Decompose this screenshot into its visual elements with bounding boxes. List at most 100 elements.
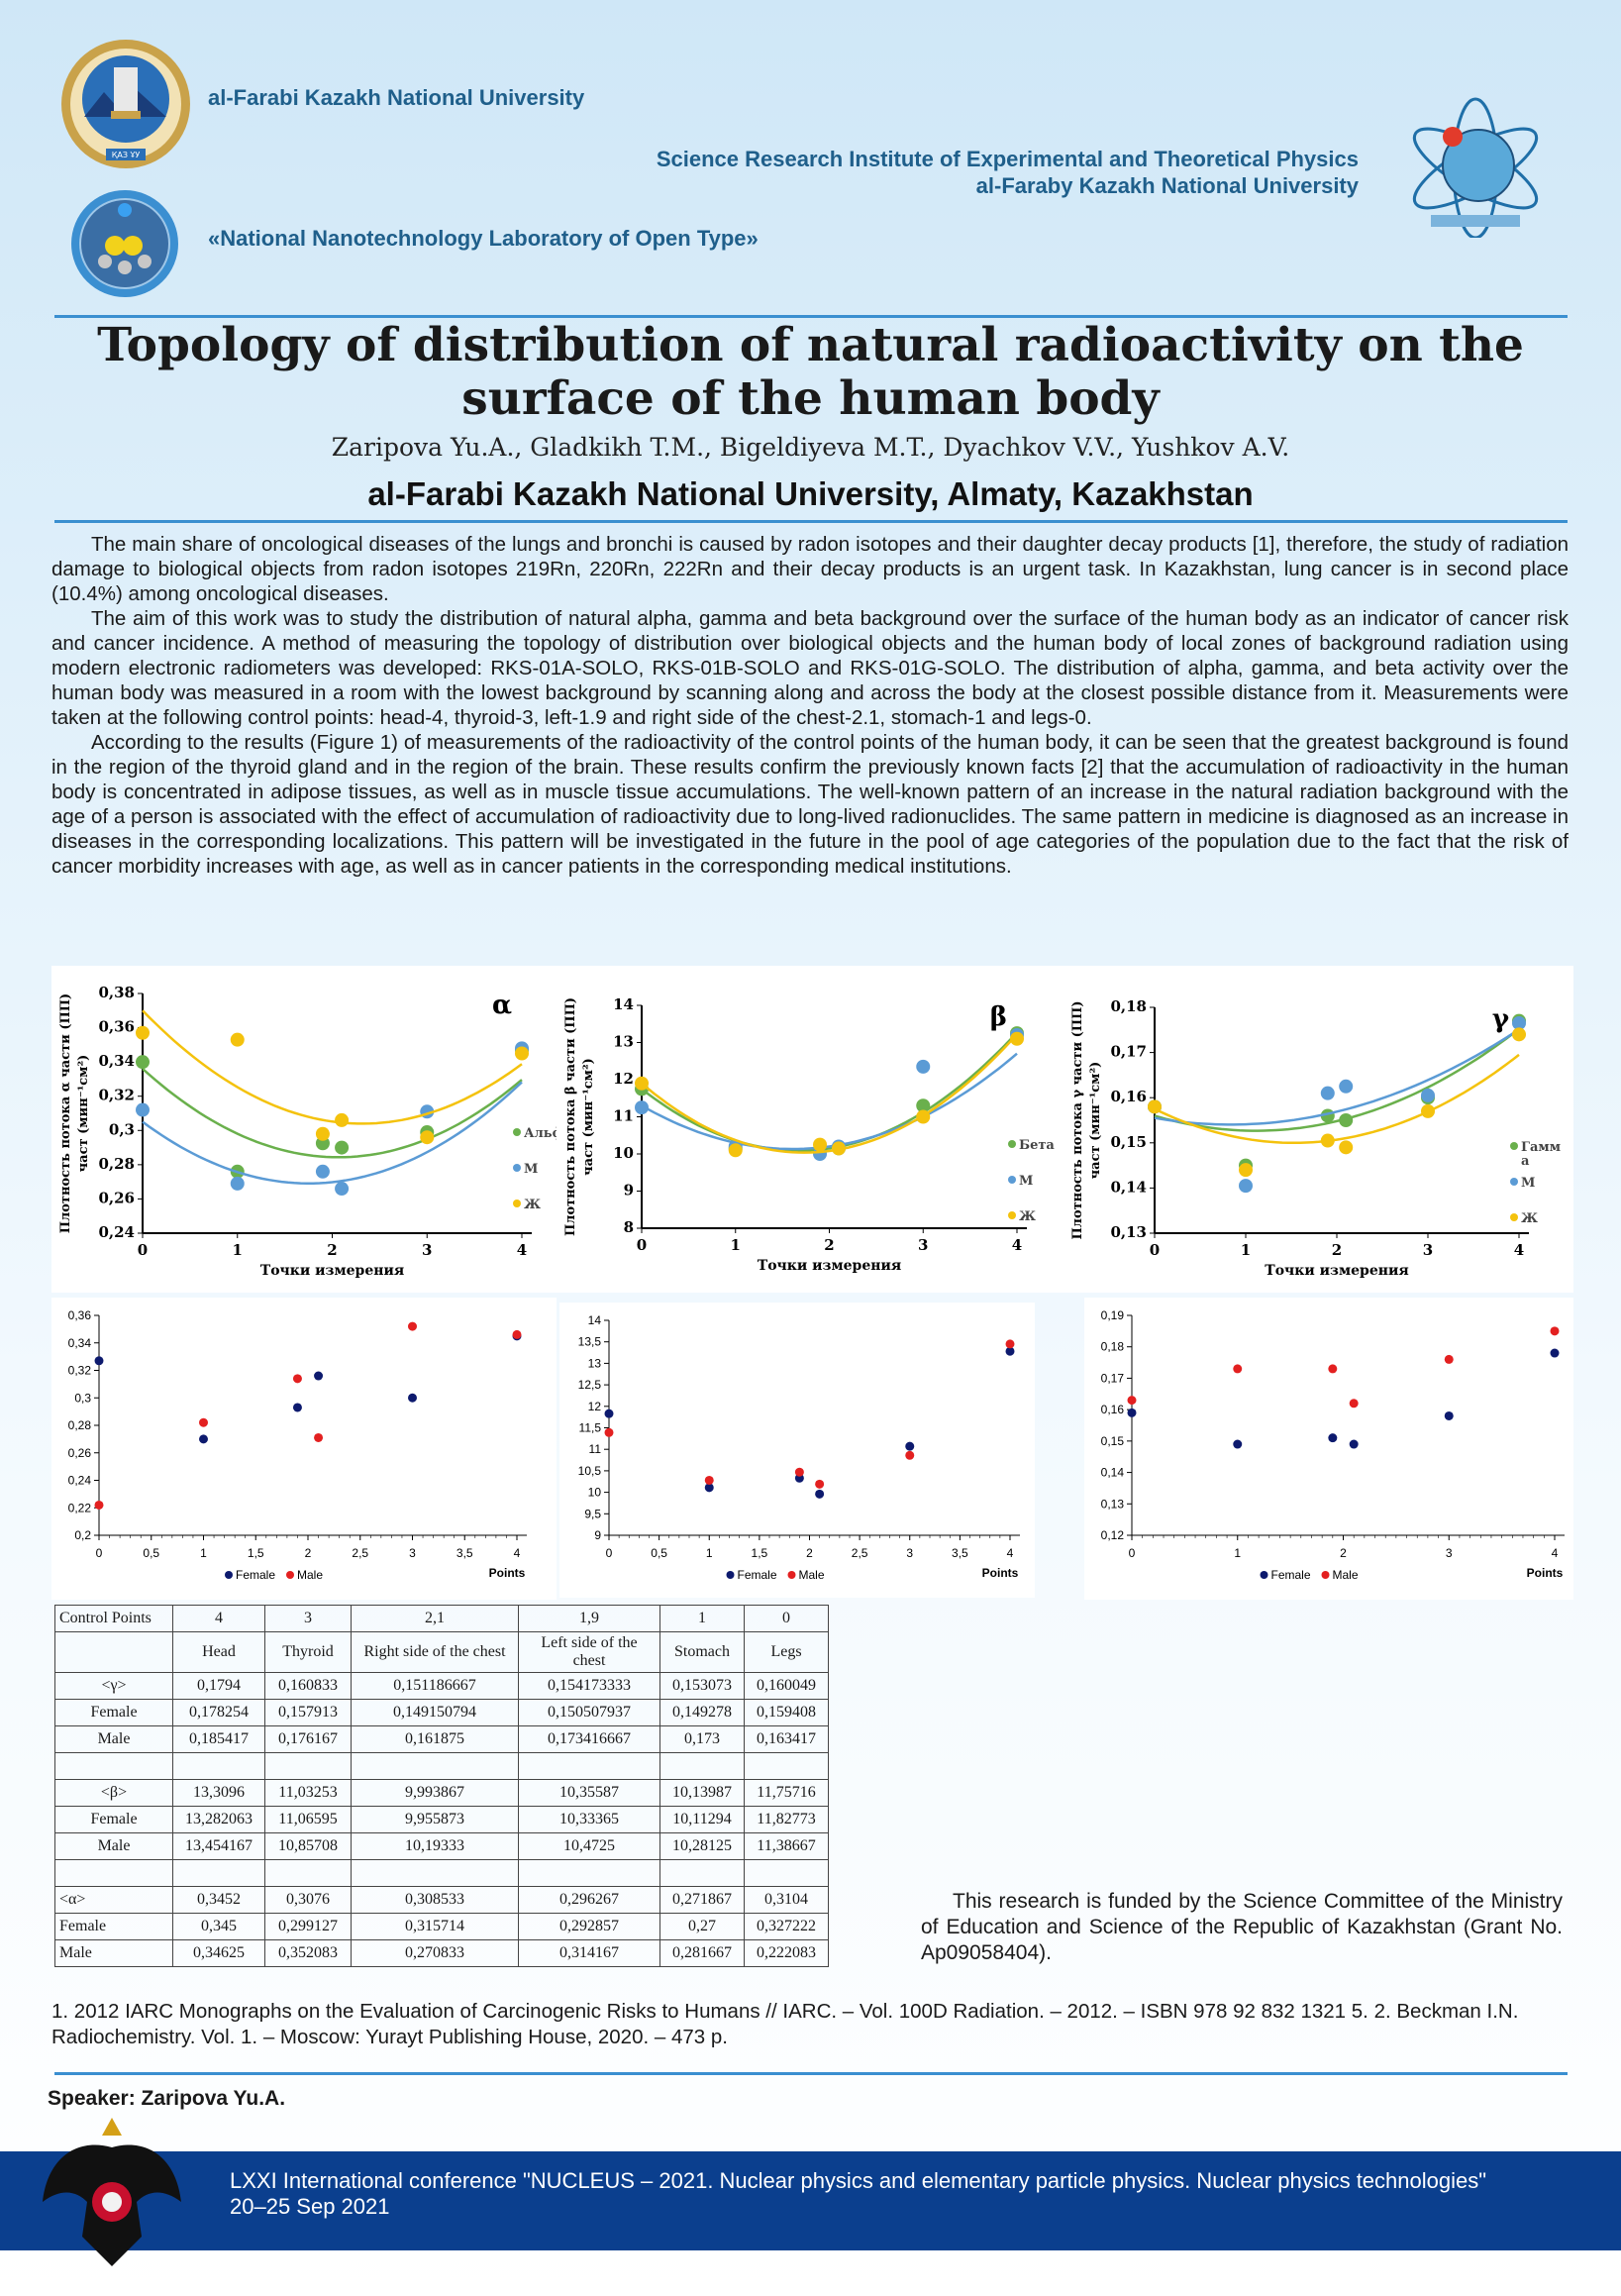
y-tick-label: 13 [613, 1033, 634, 1051]
x-tick-label: 3,5 [456, 1546, 473, 1560]
legend-label: Female [738, 1568, 777, 1582]
data-point [1233, 1364, 1243, 1374]
y-tick-label: 0,16 [1101, 1403, 1125, 1416]
data-point [1339, 1140, 1354, 1155]
legend-label: Альфа [524, 1126, 557, 1141]
chart-gamma-panel: 0,13 0,14 0,15 0,16 0,17 0,18 0 1 2 3 4 Точки измер… [1064, 966, 1573, 1293]
trend-line-3 [1154, 1053, 1520, 1145]
table-empty-cell [54, 1859, 173, 1887]
table-empty-cell [518, 1752, 660, 1780]
y-tick-label: 0,18 [1110, 997, 1147, 1015]
y-tick-label: 0,32 [68, 1364, 92, 1378]
table-point-name: Thyroid [264, 1631, 352, 1673]
y-tick-label: 10,5 [578, 1464, 602, 1478]
table-cell: 0,281667 [659, 1939, 745, 1967]
table-cell: 10,4725 [518, 1832, 660, 1860]
table-point-name: Legs [744, 1631, 829, 1673]
table-cell: 10,11294 [659, 1806, 745, 1833]
x-tick-label: 4 [517, 1241, 527, 1259]
x-tick-label: 1 [1234, 1546, 1241, 1560]
trend-line-3 [641, 1033, 1018, 1154]
table-row: Male 0,185417 0,176167 0,161875 0,173416667 0… [54, 1725, 829, 1753]
table-empty-cell [744, 1752, 829, 1780]
table-cell: 0,150507937 [518, 1699, 660, 1726]
data-point [1239, 1179, 1253, 1194]
data-point [335, 1112, 350, 1127]
table-cell: 13,454167 [172, 1832, 265, 1860]
legend-marker [513, 1128, 521, 1136]
table-cell: 10,33365 [518, 1806, 660, 1833]
x-tick-label: 4 [1007, 1546, 1014, 1560]
data-point [916, 1109, 931, 1124]
data-point [916, 1059, 931, 1074]
y-tick-label: 11 [613, 1107, 634, 1125]
x-tick-label: 4 [1514, 1241, 1524, 1259]
table-cell: 10,28125 [659, 1832, 745, 1860]
y-tick-label: 9,5 [584, 1507, 601, 1520]
legend-marker [1008, 1211, 1016, 1219]
table-point-name: Left side of the chest [518, 1631, 660, 1673]
data-point [1148, 1099, 1162, 1114]
legend-marker [1510, 1213, 1518, 1221]
data-point [794, 1467, 804, 1477]
data-point [1127, 1408, 1137, 1417]
trend-line-1 [641, 1031, 1018, 1152]
x-axis-label: Points [489, 1566, 526, 1580]
x-tick-label: 2 [806, 1546, 813, 1560]
legend-label: М [1019, 1174, 1033, 1189]
table-cell: 0,163417 [744, 1725, 829, 1753]
paragraph-1: The main share of oncological diseases o… [51, 533, 1569, 605]
table-cell: 0,296267 [518, 1886, 660, 1914]
table-empty-cell [518, 1859, 660, 1887]
data-point [815, 1479, 825, 1489]
y-tick-label: 0,34 [68, 1336, 92, 1350]
control-points-table: Control Points 4 3 2,1 1,9 1 0 Head Thyr… [54, 1605, 829, 1967]
table-row: <β> 13,3096 11,03253 9,993867 10,35587 10,139… [54, 1779, 829, 1807]
table-point: 2,1 [351, 1605, 519, 1632]
data-point [813, 1137, 828, 1152]
data-point [1005, 1339, 1015, 1349]
table-row: Male 0,34625 0,352083 0,270833 0,314167 0,281… [54, 1939, 829, 1967]
y-axis-label: Плотность потока α части (ПП) [58, 993, 73, 1233]
table-cell: 0,178254 [172, 1699, 265, 1726]
table-cell: 0,160833 [264, 1672, 352, 1700]
laboratory-name: «National Nanotechnology Laboratory of O… [208, 226, 759, 251]
y-tick-label: 0,34 [98, 1052, 135, 1070]
data-point [315, 1164, 330, 1179]
x-tick-label: 1,5 [752, 1546, 768, 1560]
table-row-label: Female [54, 1806, 173, 1833]
data-point [230, 1032, 245, 1047]
table-empty-cell [172, 1859, 265, 1887]
x-tick-label: 2,5 [352, 1546, 368, 1560]
data-point [704, 1483, 714, 1493]
y-tick-label: 0,36 [98, 1018, 135, 1036]
y-tick-label: 0,18 [1101, 1340, 1125, 1354]
table-empty-cell [264, 1752, 352, 1780]
abstract: The main share of oncological diseases o… [51, 532, 1569, 879]
y-tick-label: 0,26 [68, 1446, 92, 1460]
table-cell: 0,159408 [744, 1699, 829, 1726]
chart-title: β [990, 1002, 1007, 1032]
x-tick-label: 0 [1129, 1546, 1136, 1560]
data-point [635, 1076, 649, 1091]
y-tick-label: 9 [624, 1182, 634, 1200]
table-cell: 11,03253 [264, 1779, 352, 1807]
x-tick-label: 3,5 [952, 1546, 968, 1560]
y-tick-label: 0,14 [1110, 1178, 1147, 1196]
data-point [728, 1143, 743, 1158]
table-row-label: Female [54, 1699, 173, 1726]
table-cell: 0,3076 [264, 1886, 352, 1914]
table-cell: 0,345 [172, 1913, 265, 1940]
legend-marker [1510, 1178, 1518, 1186]
y-tick-label: 0,15 [1110, 1133, 1147, 1151]
legend-marker [1008, 1140, 1016, 1148]
table-cell: 10,85708 [264, 1832, 352, 1860]
legend-label: Бета [1019, 1138, 1055, 1153]
x-tick-label: 1 [233, 1241, 243, 1259]
data-point [1127, 1396, 1137, 1406]
table-cell: 0,173416667 [518, 1725, 660, 1753]
legend-label: Гамм [1521, 1140, 1561, 1155]
institute-name-line2: al-Faraby Kazakh National University [975, 173, 1359, 198]
trend-line-2 [641, 1052, 1018, 1151]
table-row-label: Female [54, 1913, 173, 1940]
